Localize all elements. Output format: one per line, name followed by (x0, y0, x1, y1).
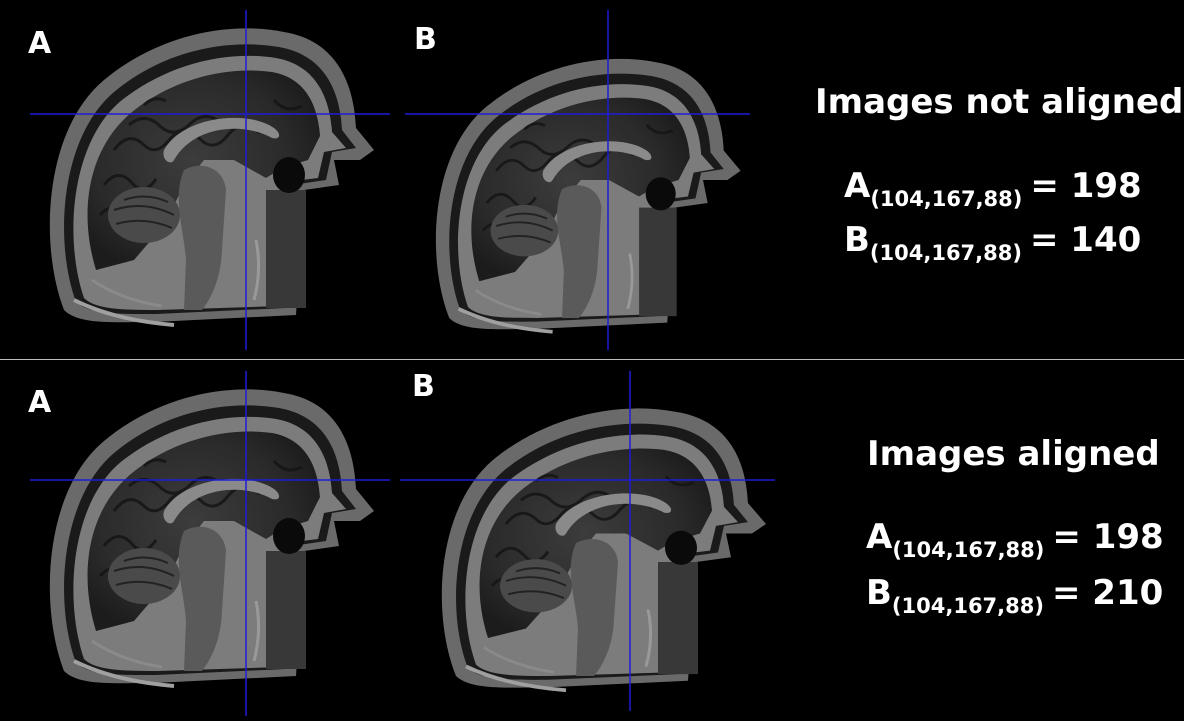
image-label-b: B (412, 369, 435, 404)
status-title: Images aligned (867, 434, 1160, 474)
value-b: B(104,167,88) = 140 (844, 220, 1142, 265)
mri-image-b (400, 371, 775, 711)
image-label-a: A (28, 26, 52, 61)
value-b: B(104,167,88) = 210 (866, 573, 1164, 618)
mri-image-b (405, 10, 750, 350)
image-label-b: B (414, 22, 437, 57)
panel-divider (0, 359, 1184, 360)
value-a: A(104,167,88) = 198 (844, 166, 1142, 211)
value-a: A(104,167,88) = 198 (866, 517, 1164, 562)
mri-image-a (30, 10, 390, 350)
status-title: Images not aligned (815, 82, 1184, 122)
panel-aligned: A B Images aligned A(104,167,88) = 198 B(… (0, 361, 1184, 721)
image-label-a: A (28, 385, 52, 420)
mri-image-a (30, 371, 390, 716)
panel-not-aligned: A B Images not aligned A(104,167,88) = 19… (0, 0, 1184, 360)
